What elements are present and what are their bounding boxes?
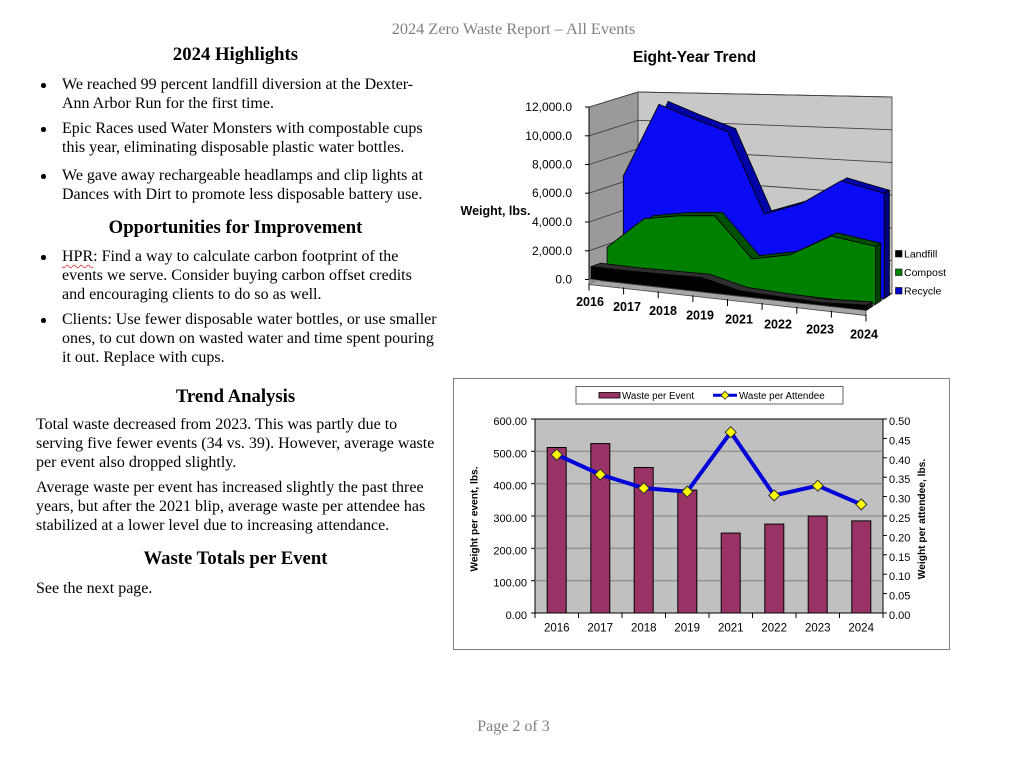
svg-text:2024: 2024 <box>848 623 874 635</box>
svg-text:0.40: 0.40 <box>889 455 910 467</box>
svg-text:2017: 2017 <box>587 623 613 635</box>
svg-text:4,000.0: 4,000.0 <box>532 215 572 229</box>
svg-text:200.00: 200.00 <box>493 545 527 557</box>
svg-text:0.10: 0.10 <box>889 571 910 583</box>
svg-text:600.00: 600.00 <box>493 416 527 428</box>
svg-text:300.00: 300.00 <box>493 513 527 525</box>
svg-text:0.35: 0.35 <box>889 474 910 486</box>
svg-text:2023: 2023 <box>806 323 834 337</box>
svg-text:Weight per event, lbs.: Weight per event, lbs. <box>470 466 481 571</box>
svg-text:0.0: 0.0 <box>555 273 572 287</box>
svg-text:2,000.0: 2,000.0 <box>532 244 572 258</box>
svg-text:10,000.0: 10,000.0 <box>525 129 572 143</box>
svg-text:2018: 2018 <box>649 304 677 318</box>
svg-text:2023: 2023 <box>805 623 831 635</box>
svg-text:0.15: 0.15 <box>889 552 910 564</box>
svg-text:12,000.0: 12,000.0 <box>525 100 572 114</box>
svg-text:0.00: 0.00 <box>889 610 910 622</box>
svg-text:2022: 2022 <box>764 318 792 332</box>
svg-text:100.00: 100.00 <box>493 578 527 590</box>
svg-text:0.25: 0.25 <box>889 513 910 525</box>
svg-text:Waste per Event: Waste per Event <box>622 391 694 402</box>
svg-text:Eight-Year Trend: Eight-Year Trend <box>633 49 756 66</box>
svg-text:6,000.0: 6,000.0 <box>532 186 572 200</box>
svg-text:Weight, lbs.: Weight, lbs. <box>461 204 531 218</box>
svg-text:2024: 2024 <box>850 328 878 342</box>
svg-text:400.00: 400.00 <box>493 481 527 493</box>
svg-text:2016: 2016 <box>576 295 604 309</box>
svg-text:2019: 2019 <box>674 623 700 635</box>
svg-text:0.00: 0.00 <box>506 610 527 622</box>
svg-text:8,000.0: 8,000.0 <box>532 158 572 172</box>
svg-text:Recycle: Recycle <box>904 286 942 298</box>
svg-text:0.50: 0.50 <box>889 416 910 428</box>
svg-text:Waste per Attendee: Waste per Attendee <box>739 391 825 402</box>
svg-text:2016: 2016 <box>544 623 570 635</box>
svg-text:2019: 2019 <box>686 309 714 323</box>
svg-text:2017: 2017 <box>613 300 641 314</box>
svg-text:Landfill: Landfill <box>904 249 937 261</box>
svg-text:2021: 2021 <box>718 623 744 635</box>
svg-text:0.20: 0.20 <box>889 532 910 544</box>
svg-text:0.30: 0.30 <box>889 494 910 506</box>
svg-text:500.00: 500.00 <box>493 448 527 460</box>
svg-text:Weight per attendee, lbs.: Weight per attendee, lbs. <box>917 459 928 580</box>
svg-text:2022: 2022 <box>761 623 787 635</box>
svg-text:0.45: 0.45 <box>889 435 910 447</box>
svg-text:0.05: 0.05 <box>889 591 910 603</box>
svg-text:Compost: Compost <box>904 267 946 279</box>
svg-text:2018: 2018 <box>631 623 657 635</box>
svg-text:2021: 2021 <box>725 313 753 327</box>
